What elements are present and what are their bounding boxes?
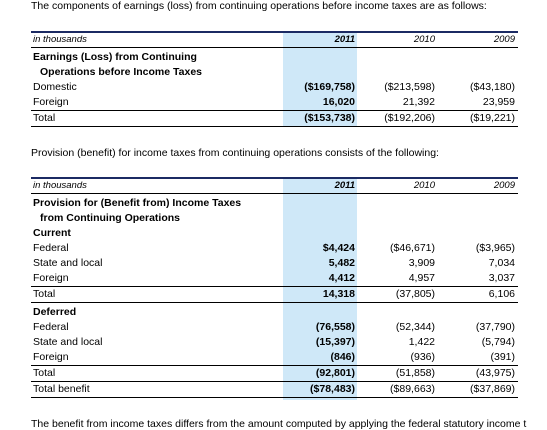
total-row: Total 14,318 (37,805) 6,106 — [31, 286, 518, 303]
total-row: Total ($153,738) ($192,206) ($19,221) — [31, 110, 518, 127]
section-title: Earnings (Loss) from Continuing — [33, 51, 197, 63]
unit-label: in thousands — [33, 180, 87, 191]
subsection-deferred: Deferred — [33, 306, 77, 318]
table-row: State and local 5,482 3,909 7,034 — [33, 257, 515, 269]
column-2009: 2009 — [493, 34, 515, 45]
subsection-current: Current — [33, 227, 71, 239]
table-row: Foreign 4,412 4,957 3,037 — [33, 272, 515, 284]
column-2009: 2009 — [493, 180, 515, 191]
table-row: Foreign (846) (936) (391) — [33, 351, 515, 363]
earnings-table: in thousands 2011 2010 2009 Earnings (Lo… — [31, 31, 518, 127]
table-row: State and local (15,397) 1,422 (5,794) — [33, 336, 515, 348]
intro-paragraph-benefit: The benefit from income taxes differs fr… — [31, 418, 527, 430]
section-title: Provision for (Benefit from) Income Taxe… — [33, 197, 242, 209]
table-header: in thousands 2011 2010 2009 — [31, 177, 518, 194]
column-2011: 2011 — [334, 180, 355, 191]
section-title-continued: from Continuing Operations — [40, 212, 180, 224]
column-2010: 2010 — [413, 34, 435, 45]
intro-paragraph-earnings: The components of earnings (loss) from c… — [31, 0, 487, 12]
table-row: Domestic ($169,758) ($213,598) ($43,180) — [33, 81, 515, 93]
table-header: in thousands 2011 2010 2009 — [31, 31, 518, 48]
section-title-continued: Operations before Income Taxes — [40, 66, 203, 78]
column-2010: 2010 — [413, 180, 435, 191]
column-2011: 2011 — [334, 34, 355, 45]
table-row: Foreign 16,020 21,392 23,959 — [33, 96, 515, 108]
provision-table: in thousands 2011 2010 2009 Provision fo… — [31, 177, 518, 400]
year-2011-highlight — [283, 177, 357, 400]
table-row: Federal $4,424 ($46,671) ($3,965) — [33, 242, 515, 254]
table-row: Federal (76,558) (52,344) (37,790) — [33, 321, 515, 333]
unit-label: in thousands — [33, 34, 87, 45]
grand-total-row: Total benefit ($78,483) ($89,663) ($37,8… — [31, 381, 518, 398]
total-row: Total (92,801) (51,858) (43,975) — [31, 365, 518, 381]
intro-paragraph-provision: Provision (benefit) for income taxes fro… — [31, 147, 439, 159]
